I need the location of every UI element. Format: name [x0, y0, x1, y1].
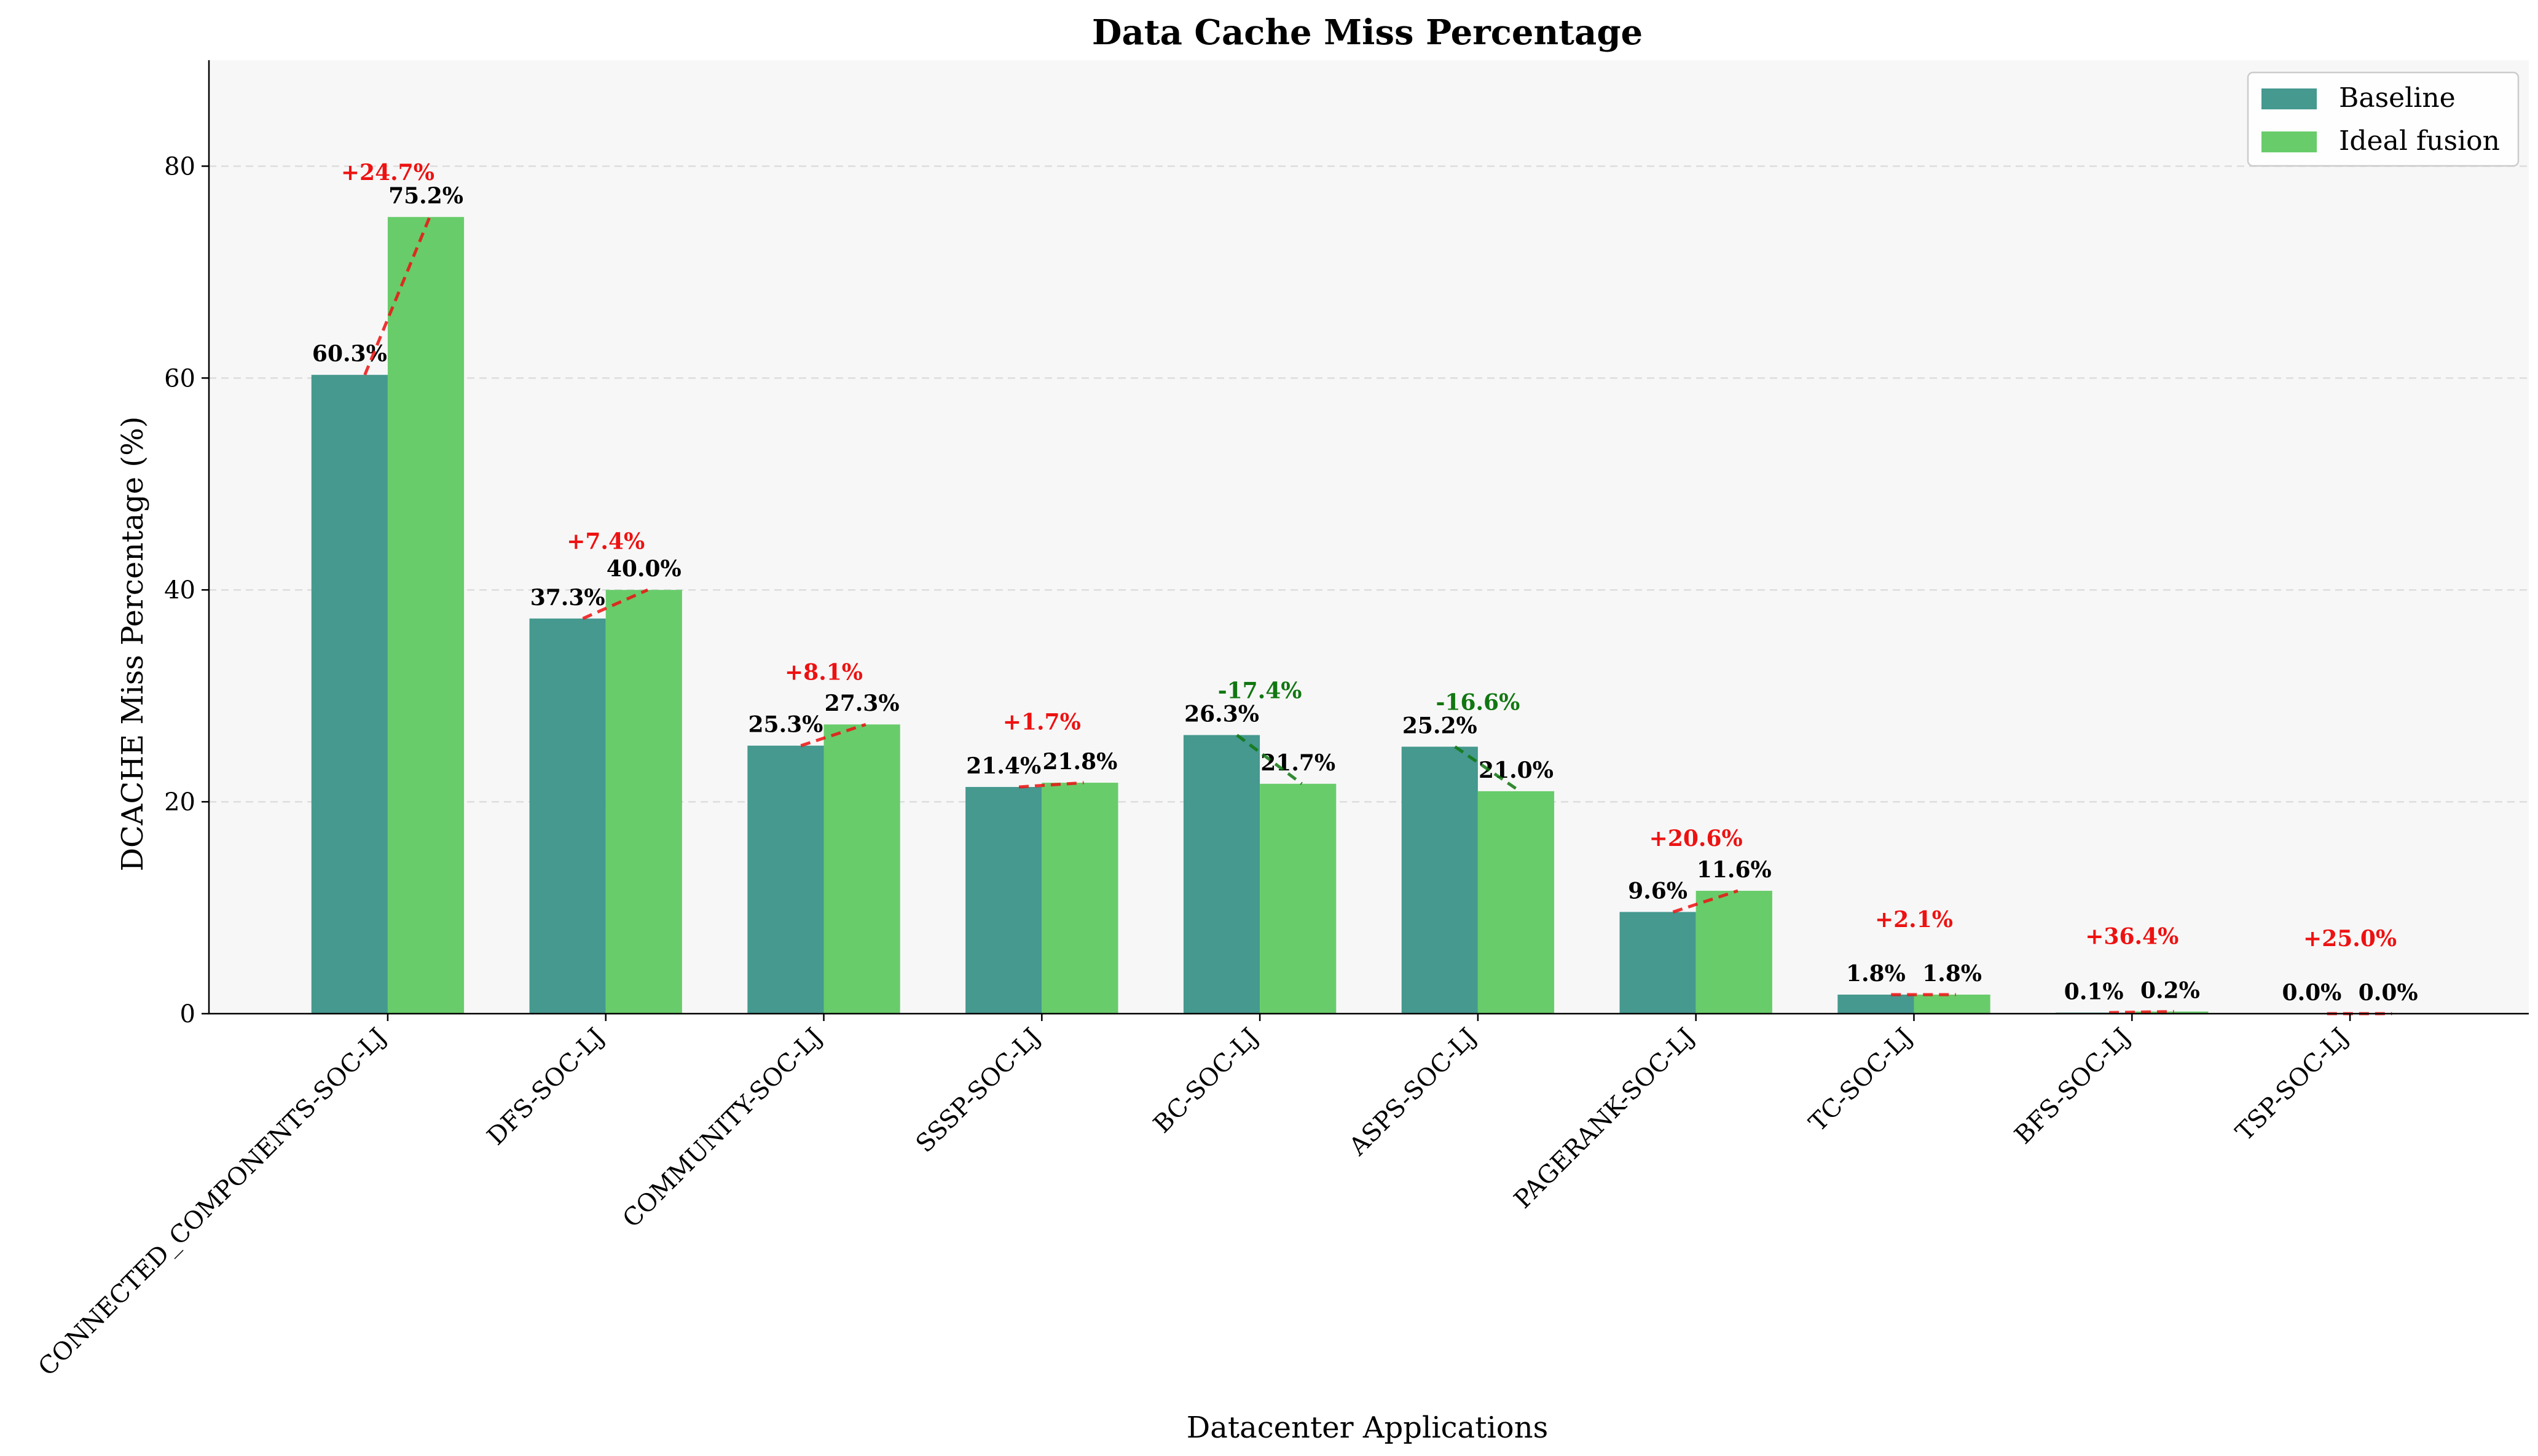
bar-ideal-fusion — [1042, 783, 1118, 1014]
change-line — [1454, 745, 1521, 793]
x-tick-label: ASPS-SOC-LJ — [1343, 1023, 1482, 1162]
value-label-ideal-fusion: 27.3% — [825, 691, 900, 716]
change-line — [1236, 734, 1303, 785]
bar-ideal-fusion — [1477, 791, 1555, 1014]
y-tick-label: 0 — [180, 1000, 195, 1028]
change-line — [2108, 1010, 2174, 1014]
value-label-ideal-fusion: 1.8% — [1922, 961, 1982, 987]
change-label: +1.7% — [1003, 710, 1081, 735]
value-label-baseline: 37.3% — [530, 585, 605, 611]
bar-ideal-fusion — [2132, 1011, 2209, 1014]
value-label-baseline: 26.3% — [1184, 701, 1259, 727]
bar-baseline — [1619, 912, 1696, 1014]
y-tick-label: 60 — [164, 364, 195, 393]
value-label-baseline: 0.1% — [2064, 979, 2124, 1004]
bar-baseline — [1401, 746, 1478, 1014]
value-label-ideal-fusion: 21.7% — [1260, 750, 1335, 776]
value-label-baseline: 25.2% — [1402, 713, 1477, 738]
change-line — [800, 722, 866, 748]
bar-baseline — [965, 786, 1042, 1014]
y-tick-label: 80 — [164, 152, 195, 181]
legend-label: Baseline — [2339, 82, 2456, 114]
y-tick-label: 20 — [164, 788, 195, 816]
bar-ideal-fusion — [605, 590, 682, 1014]
value-label-baseline: 21.4% — [966, 753, 1041, 779]
x-tick-label: PAGERANK-SOC-LJ — [1509, 1023, 1700, 1215]
y-tick-label: 40 — [164, 576, 195, 605]
x-tick-label: CONNECTED_COMPONENTS-SOC-LJ — [33, 1023, 392, 1382]
bar-baseline — [311, 375, 388, 1014]
value-label-ideal-fusion: 75.2% — [388, 183, 463, 209]
value-label-ideal-fusion: 21.8% — [1042, 749, 1117, 775]
x-tick-label: BC-SOC-LJ — [1148, 1023, 1264, 1139]
change-label: +24.7% — [341, 160, 434, 186]
bar-ideal-fusion — [823, 724, 900, 1014]
x-tick-label: TC-SOC-LJ — [1804, 1023, 1918, 1137]
legend-label: Ideal fusion — [2339, 125, 2500, 157]
value-label-baseline: 0.0% — [2282, 980, 2342, 1006]
chart-title: Data Cache Miss Percentage — [1092, 12, 1643, 53]
x-tick-label: COMMUNITY-SOC-LJ — [618, 1023, 828, 1234]
change-line — [1018, 781, 1084, 789]
x-tick-label: SSSP-SOC-LJ — [911, 1023, 1047, 1159]
bar-baseline — [747, 745, 824, 1014]
bar-baseline — [1837, 994, 1914, 1014]
x-tick-label: DFS-SOC-LJ — [482, 1023, 610, 1151]
bar-baseline — [1183, 735, 1260, 1014]
change-label: +8.1% — [785, 659, 863, 685]
y-axis-title: DCACHE Miss Percentage (%) — [116, 417, 150, 872]
bar-ideal-fusion — [387, 217, 465, 1014]
value-label-baseline: 1.8% — [1846, 961, 1906, 987]
value-label-ideal-fusion: 0.0% — [2359, 980, 2418, 1006]
change-line — [363, 216, 431, 376]
legend-swatch — [2261, 88, 2317, 109]
value-label-baseline: 25.3% — [748, 712, 823, 738]
change-line — [582, 588, 649, 620]
change-label: +2.1% — [1875, 907, 1953, 933]
x-tick-label: TSP-SOC-LJ — [2230, 1023, 2354, 1147]
change-label: +25.0% — [2303, 926, 2397, 952]
bar-baseline — [529, 618, 606, 1014]
bar-ideal-fusion — [1260, 783, 1337, 1014]
value-label-ideal-fusion: 40.0% — [607, 556, 682, 582]
change-label: +7.4% — [567, 529, 645, 555]
bar-ideal-fusion — [1695, 890, 1772, 1014]
change-label: -16.6% — [1436, 689, 1520, 715]
x-axis-title: Datacenter Applications — [1187, 1411, 1549, 1445]
value-label-ideal-fusion: 0.2% — [2140, 978, 2200, 1004]
legend-swatch — [2261, 131, 2317, 152]
change-label: +36.4% — [2085, 924, 2179, 950]
bar-ideal-fusion — [1914, 994, 1990, 1014]
value-label-ideal-fusion: 11.6% — [1697, 857, 1772, 883]
value-label-baseline: 9.6% — [1628, 878, 1687, 904]
value-label-ideal-fusion: 21.0% — [1479, 757, 1554, 783]
change-label: +20.6% — [1649, 826, 1743, 851]
change-line — [1672, 889, 1738, 914]
value-label-baseline: 60.3% — [312, 341, 387, 367]
change-label: -17.4% — [1218, 678, 1302, 703]
x-tick-label: BFS-SOC-LJ — [2010, 1023, 2137, 1150]
